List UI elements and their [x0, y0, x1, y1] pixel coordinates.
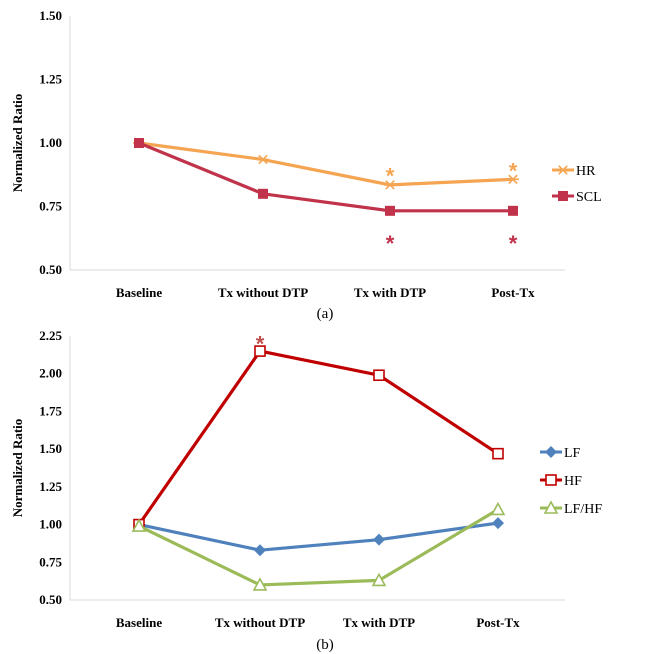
legend-entry: LF/HF [540, 500, 602, 517]
legend-label: HF [564, 474, 582, 489]
y-tick-label: 1.00 [39, 517, 62, 532]
x-tick-label: Post-Tx [476, 615, 520, 630]
x-tick-label: Tx with DTP [343, 615, 415, 630]
data-point [490, 501, 506, 516]
y-tick-label: 0.75 [39, 199, 62, 214]
legend-entry: SCL [552, 190, 602, 205]
legend-label: LF [564, 446, 581, 461]
data-point [373, 533, 385, 546]
y-tick-label: 1.75 [39, 403, 62, 418]
x-tick-label: Tx without DTP [215, 615, 305, 630]
chart-caption: (b) [316, 637, 334, 653]
x-tick-label: Baseline [116, 285, 162, 300]
y-tick-label: 0.50 [39, 592, 62, 607]
y-axis-label: Normalized Ratio [10, 419, 25, 518]
y-tick-label: 2.25 [39, 328, 62, 343]
x-tick-label: Tx without DTP [218, 285, 308, 300]
series-line [137, 349, 499, 526]
x-tick-label: Baseline [116, 615, 162, 630]
x-tick-label: Post-Tx [491, 285, 535, 300]
y-tick-label: 0.75 [39, 554, 62, 569]
x-tick-label: Tx with DTP [354, 285, 426, 300]
legend-label: LF/HF [564, 502, 602, 517]
y-tick-label: 1.50 [39, 8, 62, 23]
series-scl [134, 138, 518, 216]
data-point [371, 572, 387, 587]
data-point [254, 345, 266, 357]
data-point [252, 577, 268, 591]
legend-marker [545, 446, 557, 458]
data-point [507, 174, 519, 185]
y-tick-label: 0.50 [39, 262, 62, 277]
significance-marker: * [386, 231, 395, 256]
data-point [257, 154, 269, 165]
series-line [138, 521, 499, 552]
series-line [138, 508, 499, 587]
significance-marker: * [386, 164, 395, 189]
data-point [134, 138, 144, 148]
legend-label: HR [576, 164, 596, 179]
series-line [138, 141, 513, 213]
legend-marker [558, 191, 568, 201]
series-hf [133, 345, 504, 531]
legend-marker [557, 165, 569, 175]
significance-marker: * [509, 231, 518, 256]
series-lf-hf [131, 501, 506, 591]
legend-marker [543, 500, 559, 514]
chart-a: 0.50 0.75 1.00 1.25 1.50 Normalized Ratio Base… [10, 8, 602, 322]
legend-entry: LF [540, 446, 581, 461]
significance-marker: * [256, 332, 265, 357]
significance-marker: * [509, 159, 518, 184]
legend-entry: HR [552, 164, 596, 179]
data-point [492, 447, 504, 460]
data-point [492, 517, 504, 530]
data-point [258, 188, 268, 199]
legend-label: SCL [576, 190, 602, 205]
legend-marker [545, 474, 557, 486]
data-point [131, 518, 147, 532]
data-point [508, 205, 518, 216]
y-tick-label: 1.25 [39, 479, 62, 494]
data-point [385, 205, 395, 216]
y-tick-label: 1.00 [39, 135, 62, 150]
legend-entry: HF [540, 474, 582, 489]
chart-caption: (a) [317, 306, 334, 322]
series-line [138, 141, 514, 187]
chart-b: 0.50 0.75 1.00 1.25 1.50 1.75 2.00 2.25 Normaliz… [10, 328, 602, 653]
data-point [373, 369, 385, 382]
y-tick-label: 1.25 [39, 72, 62, 87]
y-axis-label: Normalized Ratio [10, 94, 25, 193]
data-point [384, 180, 396, 190]
data-point [254, 544, 266, 557]
y-tick-label: 2.00 [39, 366, 62, 381]
y-tick-label: 1.50 [39, 441, 62, 456]
